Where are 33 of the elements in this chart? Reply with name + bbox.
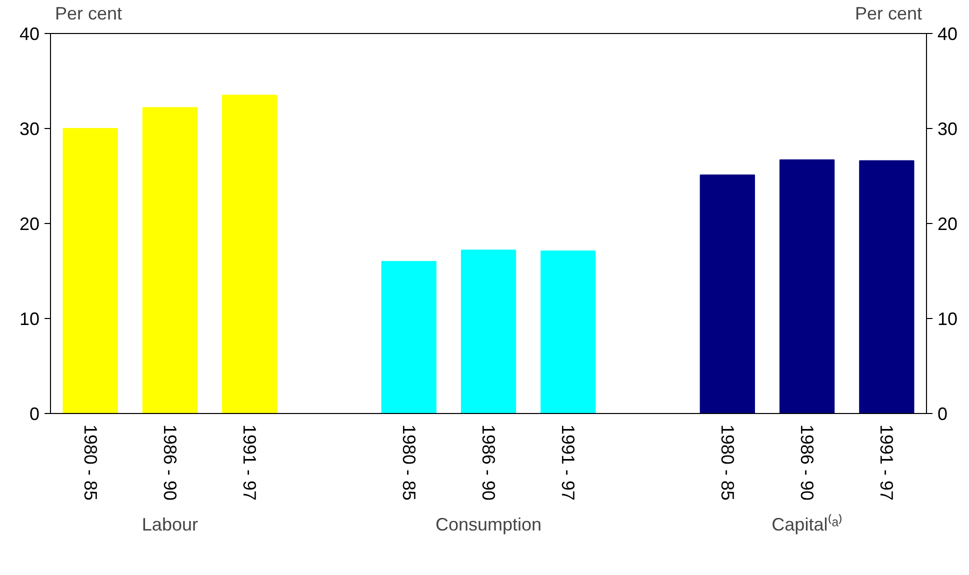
x-tick-label: 1986 - 90 — [478, 424, 498, 501]
bar — [62, 128, 118, 414]
x-tick-label: 1986 - 90 — [797, 424, 818, 501]
bar — [381, 261, 436, 414]
y2-tick-label: 20 — [938, 214, 958, 234]
y-tick-label: 0 — [29, 404, 40, 424]
x-tick-label: 1980 - 85 — [717, 424, 738, 501]
bar — [859, 160, 914, 414]
text: Consumption — [435, 514, 542, 534]
x-tick-label: 1991 - 97 — [876, 424, 897, 501]
y-tick-label: 30 — [19, 119, 40, 139]
y2-tick-label: 10 — [938, 309, 958, 329]
x-tick-label: 1991 - 97 — [240, 424, 260, 501]
x-tick-label: 1991 - 97 — [558, 424, 578, 501]
y2-tick-label: 30 — [938, 119, 958, 139]
x-tick-label: 1980 - 85 — [80, 424, 100, 501]
y-tick-label: 10 — [19, 309, 40, 329]
x-tick-label: 1980 - 85 — [398, 424, 419, 501]
bar — [540, 250, 596, 414]
bar — [222, 94, 278, 414]
bar — [779, 159, 835, 414]
bar — [460, 250, 516, 414]
y2-tick-label: 40 — [938, 24, 958, 44]
bar — [142, 107, 198, 414]
text: Labour — [142, 514, 198, 534]
bar — [700, 174, 755, 414]
y-axis-title: Per cent — [54, 4, 122, 24]
y-tick-label: 40 — [19, 24, 40, 44]
y2-axis-title: Per cent — [854, 4, 922, 24]
y2-tick-label: 0 — [938, 404, 948, 424]
x-tick-label: 1986 - 90 — [160, 424, 180, 501]
y-tick-label: 20 — [19, 214, 40, 234]
text: Capital⁽ᵃ⁾ — [772, 514, 842, 534]
